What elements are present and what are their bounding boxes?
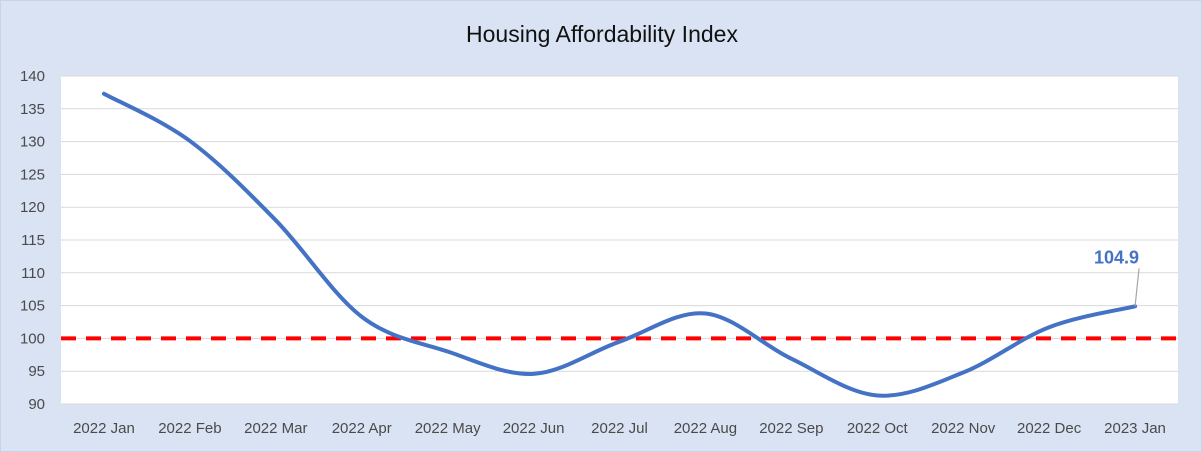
data-label-2023-jan: 104.9	[1094, 247, 1139, 267]
y-tick-label: 140	[20, 68, 45, 85]
y-tick-label: 135	[20, 101, 45, 118]
y-tick-label: 130	[20, 134, 45, 151]
y-tick-label: 105	[20, 298, 45, 315]
x-tick-labels: 2022 Jan 2022 Feb 2022 Mar 2022 Apr 2022 May…	[73, 420, 1166, 437]
y-tick-label: 115	[21, 232, 45, 249]
grid-lines	[61, 75, 1178, 405]
y-tick-label: 90	[28, 396, 45, 413]
data-label-leader-line	[1134, 268, 1140, 307]
x-tick-label: 2023 Jan	[1104, 420, 1166, 437]
x-tick-label: 2022 Jan	[73, 420, 135, 437]
x-tick-label: 2022 Aug	[674, 420, 737, 437]
x-tick-label: 2022 Dec	[1017, 420, 1082, 437]
x-tick-label: 2022 Sep	[759, 420, 823, 437]
y-tick-label: 120	[20, 199, 45, 216]
y-tick-label: 95	[28, 363, 45, 380]
y-tick-label: 110	[21, 265, 45, 282]
x-tick-label: 2022 Apr	[332, 420, 392, 437]
y-tick-label: 125	[20, 166, 45, 183]
x-tick-label: 2022 Feb	[158, 420, 221, 437]
x-tick-label: 2022 Oct	[847, 420, 909, 437]
x-tick-label: 2022 Mar	[244, 420, 307, 437]
series-line	[101, 91, 1138, 398]
x-tick-label: 2022 Jul	[591, 420, 648, 437]
x-tick-label: 2022 Jun	[503, 420, 565, 437]
x-tick-label: 2022 Nov	[931, 420, 996, 437]
y-tick-label: 100	[20, 330, 45, 347]
y-tick-labels: 90 95 100 105 110 115 120 125 130 135 140	[20, 68, 45, 413]
chart-title: Housing Affordability Index	[466, 21, 738, 47]
x-tick-label: 2022 May	[415, 420, 481, 437]
